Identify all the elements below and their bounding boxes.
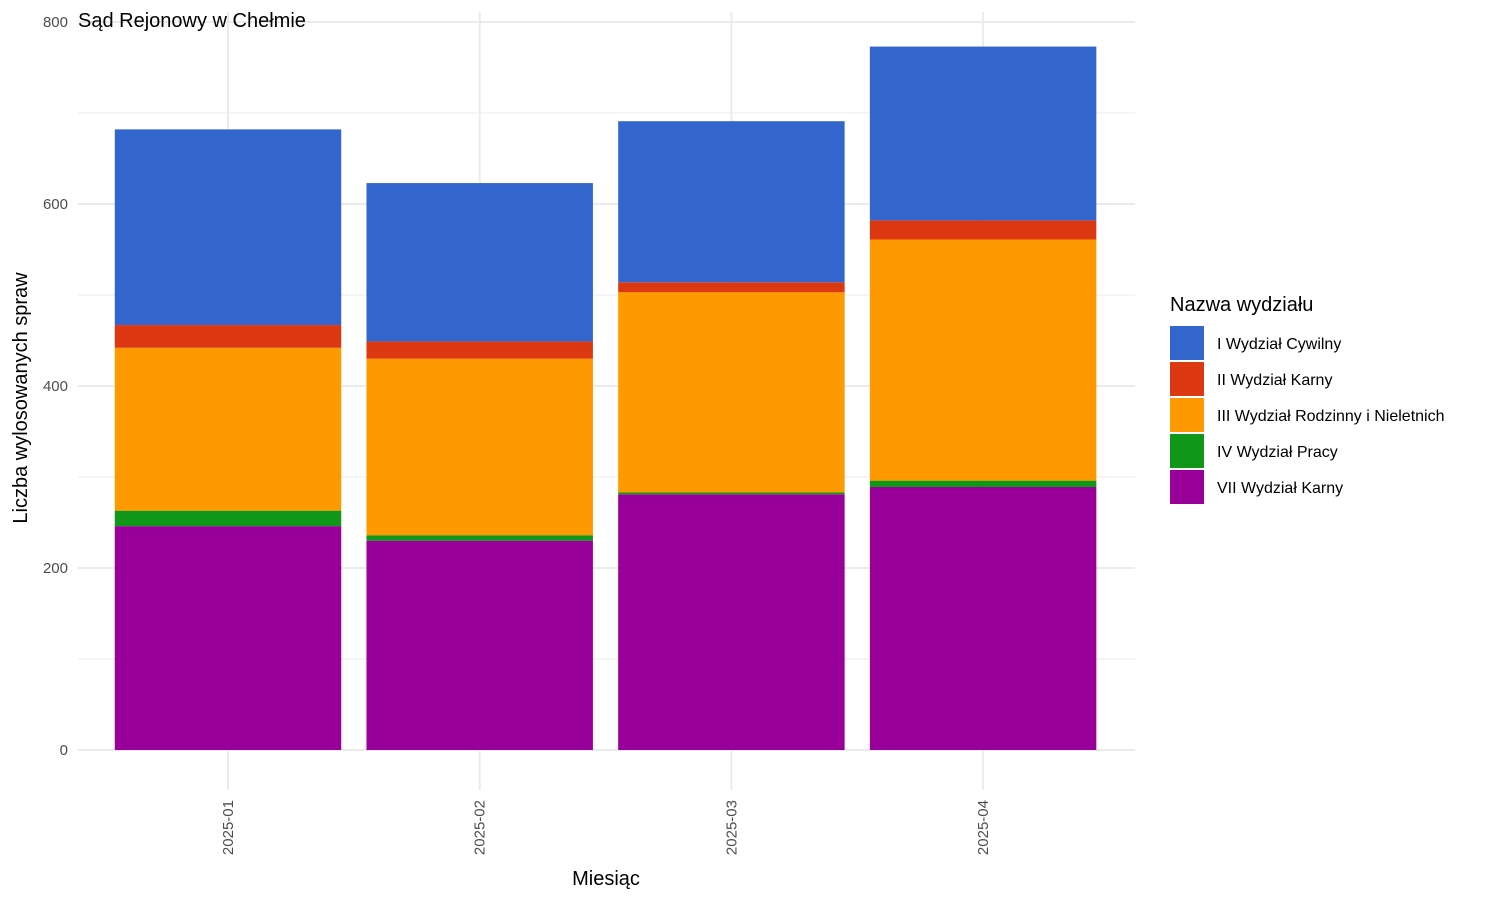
bar-segment bbox=[618, 292, 845, 493]
bars bbox=[114, 46, 1097, 750]
legend-label: II Wydział Karny bbox=[1217, 372, 1332, 389]
bar-segment bbox=[366, 183, 593, 342]
bar-segment bbox=[869, 239, 1097, 481]
bar-segment bbox=[366, 341, 593, 359]
x-tick-label: 2025-04 bbox=[975, 800, 992, 855]
y-tick-label: 200 bbox=[43, 560, 68, 577]
x-axis-title: Miesiąc bbox=[572, 868, 640, 890]
bar-segment bbox=[366, 535, 593, 541]
bar-segment bbox=[869, 487, 1097, 750]
legend-swatch bbox=[1170, 362, 1204, 396]
y-axis-title: Liczba wylosowanych spraw bbox=[10, 272, 32, 524]
bar-segment bbox=[618, 282, 845, 293]
legend-label: I Wydział Cywilny bbox=[1217, 336, 1341, 353]
legend-swatch bbox=[1170, 434, 1204, 468]
legend-swatch bbox=[1170, 470, 1204, 504]
bar-segment bbox=[114, 129, 342, 326]
y-tick-label: 0 bbox=[60, 742, 68, 759]
y-tick-label: 400 bbox=[43, 378, 68, 395]
bar-segment bbox=[114, 510, 342, 527]
y-tick-label: 800 bbox=[43, 14, 68, 31]
bar-segment bbox=[618, 492, 845, 495]
legend-title: Nazwa wydziału bbox=[1170, 294, 1313, 316]
legend-swatch bbox=[1170, 398, 1204, 432]
y-tick-label: 600 bbox=[43, 196, 68, 213]
bar-segment bbox=[114, 347, 342, 511]
legend-swatch bbox=[1170, 326, 1204, 360]
bar-segment bbox=[869, 480, 1097, 488]
legend-label: III Wydział Rodzinny i Nieletnich bbox=[1217, 408, 1445, 425]
x-tick-label: 2025-01 bbox=[220, 800, 237, 855]
bar-segment bbox=[366, 358, 593, 536]
bar-segment bbox=[114, 325, 342, 348]
legend-label: IV Wydział Pracy bbox=[1217, 444, 1338, 461]
chart-title: Sąd Rejonowy w Chełmie bbox=[78, 10, 306, 32]
bar-segment bbox=[114, 526, 342, 750]
x-tick-label: 2025-03 bbox=[723, 800, 740, 855]
y-axis: 0 200 400 600 800 bbox=[43, 14, 68, 759]
x-tick-label: 2025-02 bbox=[472, 800, 489, 855]
bar-segment bbox=[618, 121, 845, 283]
bar-segment bbox=[869, 220, 1097, 240]
bar-segment bbox=[366, 540, 593, 750]
bar-segment bbox=[869, 46, 1097, 221]
legend-label: VII Wydział Karny bbox=[1217, 480, 1343, 497]
legend: I Wydział Cywilny II Wydział Karny III Wyd… bbox=[1170, 326, 1445, 504]
x-axis: 2025-01 2025-02 2025-03 2025-04 bbox=[220, 800, 992, 855]
bar-segment bbox=[618, 494, 845, 750]
